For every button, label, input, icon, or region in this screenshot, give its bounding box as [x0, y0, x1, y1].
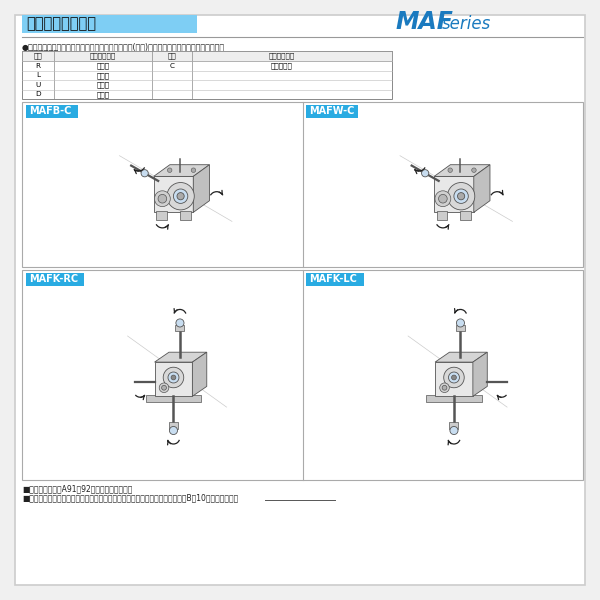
Text: R: R [35, 63, 41, 69]
Bar [449, 422, 458, 428]
Text: 出力軸の方向: 出力軸の方向 [90, 53, 116, 59]
Bar [306, 105, 358, 118]
Circle shape [439, 194, 447, 203]
Polygon shape [473, 352, 487, 396]
Circle shape [450, 427, 458, 434]
Circle shape [440, 383, 449, 392]
Circle shape [457, 319, 464, 327]
Polygon shape [154, 176, 193, 212]
Circle shape [177, 193, 184, 200]
Text: D: D [35, 91, 41, 97]
Text: 下　側: 下 側 [97, 91, 110, 98]
Polygon shape [193, 164, 209, 212]
Polygon shape [155, 362, 193, 396]
Bar [22, 51, 392, 99]
Text: 軸配置と回転方向: 軸配置と回転方向 [26, 16, 96, 31]
Bar [437, 211, 448, 220]
Circle shape [442, 385, 447, 390]
Text: U: U [35, 82, 41, 88]
Text: 出力軸同軸: 出力軸同軸 [271, 62, 293, 69]
Text: ●軸配置は入力軸またはモータを手前にして出力軸(青色)の出ている方向で決定して下さい。: ●軸配置は入力軸またはモータを手前にして出力軸(青色)の出ている方向で決定して下… [22, 42, 225, 51]
Text: 出力軸の方向: 出力軸の方向 [269, 53, 295, 59]
Circle shape [167, 168, 172, 172]
Bar [22, 15, 197, 33]
Text: C: C [170, 63, 175, 69]
Circle shape [448, 182, 475, 210]
Bar [460, 211, 471, 220]
Bar [26, 105, 78, 118]
Circle shape [435, 191, 451, 206]
Bar [146, 395, 202, 402]
Polygon shape [154, 164, 209, 176]
Polygon shape [435, 352, 487, 362]
Text: ●軸配置の記号: ●軸配置の記号 [22, 49, 59, 58]
Text: 上　側: 上 側 [97, 82, 110, 88]
Bar [156, 211, 167, 220]
Circle shape [163, 367, 184, 388]
Text: 左　側: 左 側 [97, 72, 110, 79]
Text: ■軸配置の詳細はA91・92を参照して下さい。: ■軸配置の詳細はA91・92を参照して下さい。 [22, 484, 133, 493]
Bar [306, 273, 364, 286]
Text: MAFK-RC: MAFK-RC [29, 275, 78, 284]
Polygon shape [193, 352, 207, 396]
Bar [22, 102, 583, 267]
Circle shape [422, 170, 429, 177]
Text: MAFK-LC: MAFK-LC [309, 275, 357, 284]
Bar [456, 325, 465, 331]
Polygon shape [474, 164, 490, 212]
Bar [22, 270, 583, 480]
Bar [426, 395, 482, 402]
Text: 右　側: 右 側 [97, 62, 110, 69]
Bar [180, 211, 191, 220]
Circle shape [454, 189, 468, 203]
Circle shape [161, 385, 166, 390]
Circle shape [171, 375, 176, 380]
Circle shape [176, 319, 184, 327]
Text: MAFB-C: MAFB-C [29, 107, 71, 116]
Text: L: L [36, 72, 40, 78]
Circle shape [169, 427, 178, 434]
Circle shape [168, 372, 179, 383]
Circle shape [158, 194, 167, 203]
Polygon shape [155, 352, 207, 362]
Bar [26, 273, 84, 286]
Circle shape [448, 168, 452, 172]
Text: 記号: 記号 [34, 53, 43, 59]
Circle shape [472, 168, 476, 172]
Polygon shape [434, 164, 490, 176]
Text: MAFW-C: MAFW-C [309, 107, 355, 116]
Bar [22, 51, 392, 61]
Text: series: series [442, 15, 491, 33]
Polygon shape [434, 176, 474, 212]
Bar [175, 325, 184, 331]
Circle shape [452, 375, 457, 380]
Polygon shape [435, 362, 473, 396]
Circle shape [167, 182, 194, 210]
Circle shape [191, 168, 196, 172]
Circle shape [173, 189, 188, 203]
Circle shape [444, 367, 464, 388]
Text: 記号: 記号 [167, 53, 176, 59]
Circle shape [457, 193, 464, 200]
Circle shape [141, 170, 148, 177]
Text: MAF: MAF [395, 10, 453, 34]
Bar [169, 422, 178, 428]
Circle shape [159, 383, 169, 392]
Circle shape [154, 191, 170, 206]
Text: ■特殊な取付状態については、当社へお問い合わせ下さい。なお、参考としてB－10をご覧下さい。: ■特殊な取付状態については、当社へお問い合わせ下さい。なお、参考としてB－10を… [22, 493, 238, 502]
Circle shape [448, 372, 460, 383]
